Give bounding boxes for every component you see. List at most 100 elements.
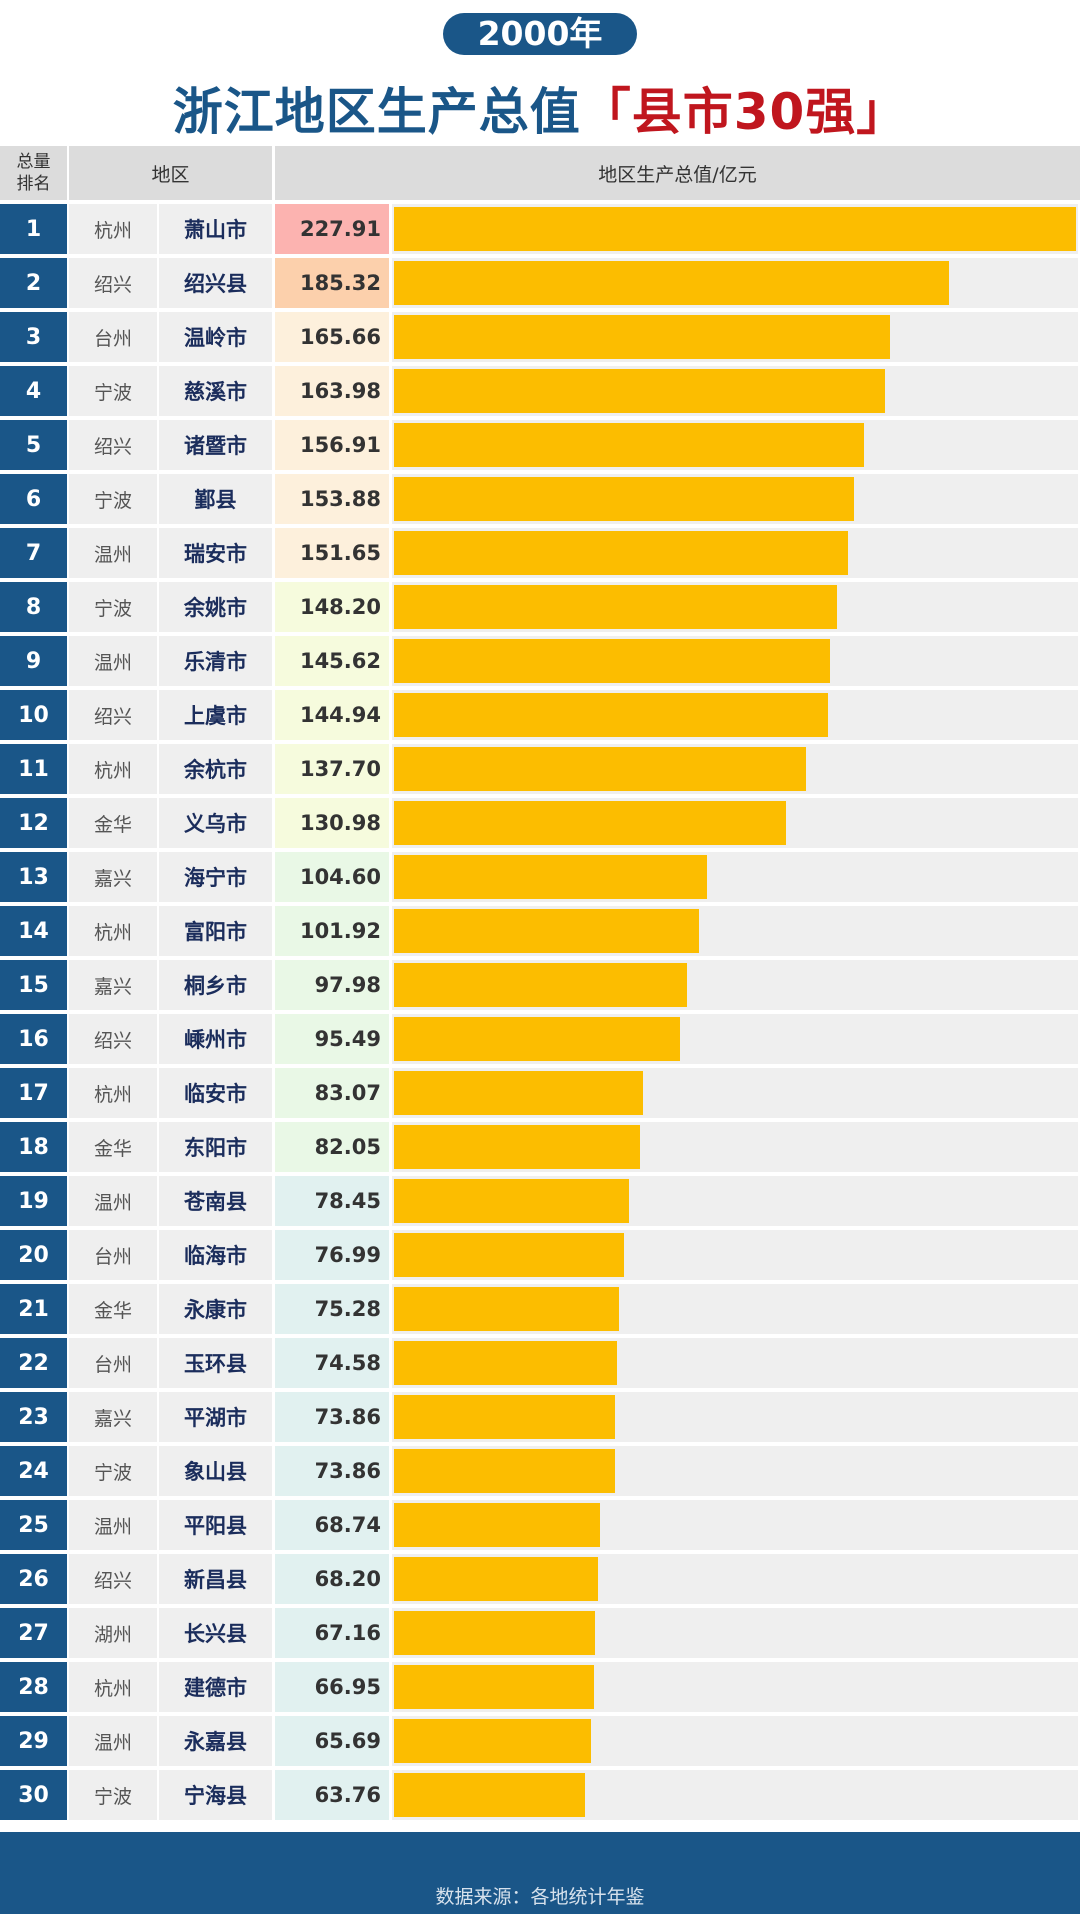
gdp-bar — [394, 1449, 615, 1493]
value-cell: 67.16 — [275, 1608, 389, 1658]
gdp-bar — [394, 1665, 594, 1709]
value-cell: 73.86 — [275, 1392, 389, 1442]
gdp-bar — [394, 909, 699, 953]
header-rank-line2: 排名 — [16, 174, 51, 194]
table-row: 20 台州 临海市 76.99 — [0, 1230, 1080, 1280]
city-label: 宁波 — [69, 366, 157, 416]
value-label: 153.88 — [299, 487, 381, 511]
gdp-bar — [394, 1503, 600, 1547]
value-cell: 153.88 — [275, 474, 389, 524]
value-cell: 68.20 — [275, 1554, 389, 1604]
city-label: 台州 — [69, 1338, 157, 1388]
table-row: 12 金华 义乌市 130.98 — [0, 798, 1080, 848]
value-label: 73.86 — [314, 1405, 381, 1429]
city-label: 绍兴 — [69, 420, 157, 470]
bar-track — [392, 204, 1078, 254]
table-row: 25 温州 平阳县 68.74 — [0, 1500, 1080, 1550]
bar-track — [392, 1662, 1078, 1712]
table-row: 26 绍兴 新昌县 68.20 — [0, 1554, 1080, 1604]
gdp-bar — [394, 1719, 591, 1763]
value-label: 82.05 — [314, 1135, 381, 1159]
gdp-bar — [394, 477, 854, 521]
city-label: 绍兴 — [69, 258, 157, 308]
county-label: 余姚市 — [159, 582, 272, 632]
value-label: 163.98 — [299, 379, 381, 403]
rank-label: 27 — [0, 1608, 67, 1658]
gdp-bar — [394, 963, 687, 1007]
table-row: 7 温州 瑞安市 151.65 — [0, 528, 1080, 578]
bar-track — [392, 636, 1078, 686]
footer-band — [0, 1832, 1080, 1914]
city-label: 金华 — [69, 1284, 157, 1334]
rank-label: 20 — [0, 1230, 67, 1280]
value-label: 97.98 — [314, 973, 381, 997]
city-label: 宁波 — [69, 1770, 157, 1820]
table-row: 11 杭州 余杭市 137.70 — [0, 744, 1080, 794]
bar-track — [392, 1176, 1078, 1226]
bar-track — [392, 690, 1078, 740]
rank-label: 28 — [0, 1662, 67, 1712]
gdp-bar — [394, 1071, 643, 1115]
value-label: 65.69 — [314, 1729, 381, 1753]
rank-label: 30 — [0, 1770, 67, 1820]
bar-track — [392, 366, 1078, 416]
value-cell: 101.92 — [275, 906, 389, 956]
gdp-bar — [394, 585, 837, 629]
county-label: 桐乡市 — [159, 960, 272, 1010]
rank-label: 8 — [0, 582, 67, 632]
county-label: 平湖市 — [159, 1392, 272, 1442]
value-label: 74.58 — [314, 1351, 381, 1375]
value-label: 101.92 — [299, 919, 381, 943]
table-row: 17 杭州 临安市 83.07 — [0, 1068, 1080, 1118]
value-cell: 95.49 — [275, 1014, 389, 1064]
county-label: 临安市 — [159, 1068, 272, 1118]
county-label: 瑞安市 — [159, 528, 272, 578]
bar-track — [392, 1500, 1078, 1550]
city-label: 嘉兴 — [69, 960, 157, 1010]
county-label: 义乌市 — [159, 798, 272, 848]
city-label: 金华 — [69, 798, 157, 848]
value-cell: 82.05 — [275, 1122, 389, 1172]
county-label: 萧山市 — [159, 204, 272, 254]
bar-track — [392, 906, 1078, 956]
gdp-bar — [394, 855, 707, 899]
city-label: 杭州 — [69, 744, 157, 794]
table-row: 10 绍兴 上虞市 144.94 — [0, 690, 1080, 740]
value-cell: 65.69 — [275, 1716, 389, 1766]
gdp-bar — [394, 1179, 629, 1223]
county-label: 温岭市 — [159, 312, 272, 362]
bar-track — [392, 1608, 1078, 1658]
title-highlight: 「县市30强」 — [580, 83, 908, 141]
rank-label: 15 — [0, 960, 67, 1010]
bar-track — [392, 798, 1078, 848]
bar-track — [392, 420, 1078, 470]
city-label: 台州 — [69, 312, 157, 362]
city-label: 温州 — [69, 528, 157, 578]
table-row: 28 杭州 建德市 66.95 — [0, 1662, 1080, 1712]
value-cell: 66.95 — [275, 1662, 389, 1712]
county-label: 上虞市 — [159, 690, 272, 740]
table-row: 2 绍兴 绍兴县 185.32 — [0, 258, 1080, 308]
county-label: 临海市 — [159, 1230, 272, 1280]
rank-label: 1 — [0, 204, 67, 254]
gdp-bar — [394, 1611, 595, 1655]
rank-label: 11 — [0, 744, 67, 794]
city-label: 温州 — [69, 1176, 157, 1226]
value-cell: 145.62 — [275, 636, 389, 686]
city-label: 温州 — [69, 636, 157, 686]
value-label: 104.60 — [299, 865, 381, 889]
value-cell: 78.45 — [275, 1176, 389, 1226]
county-label: 余杭市 — [159, 744, 272, 794]
county-label: 鄞县 — [159, 474, 272, 524]
rank-label: 5 — [0, 420, 67, 470]
county-label: 富阳市 — [159, 906, 272, 956]
rank-label: 16 — [0, 1014, 67, 1064]
value-label: 148.20 — [299, 595, 381, 619]
table-row: 22 台州 玉环县 74.58 — [0, 1338, 1080, 1388]
value-label: 151.65 — [299, 541, 381, 565]
bar-track — [392, 1392, 1078, 1442]
gdp-bar — [394, 639, 830, 683]
bar-track — [392, 258, 1078, 308]
gdp-bar — [394, 1557, 598, 1601]
county-label: 新昌县 — [159, 1554, 272, 1604]
